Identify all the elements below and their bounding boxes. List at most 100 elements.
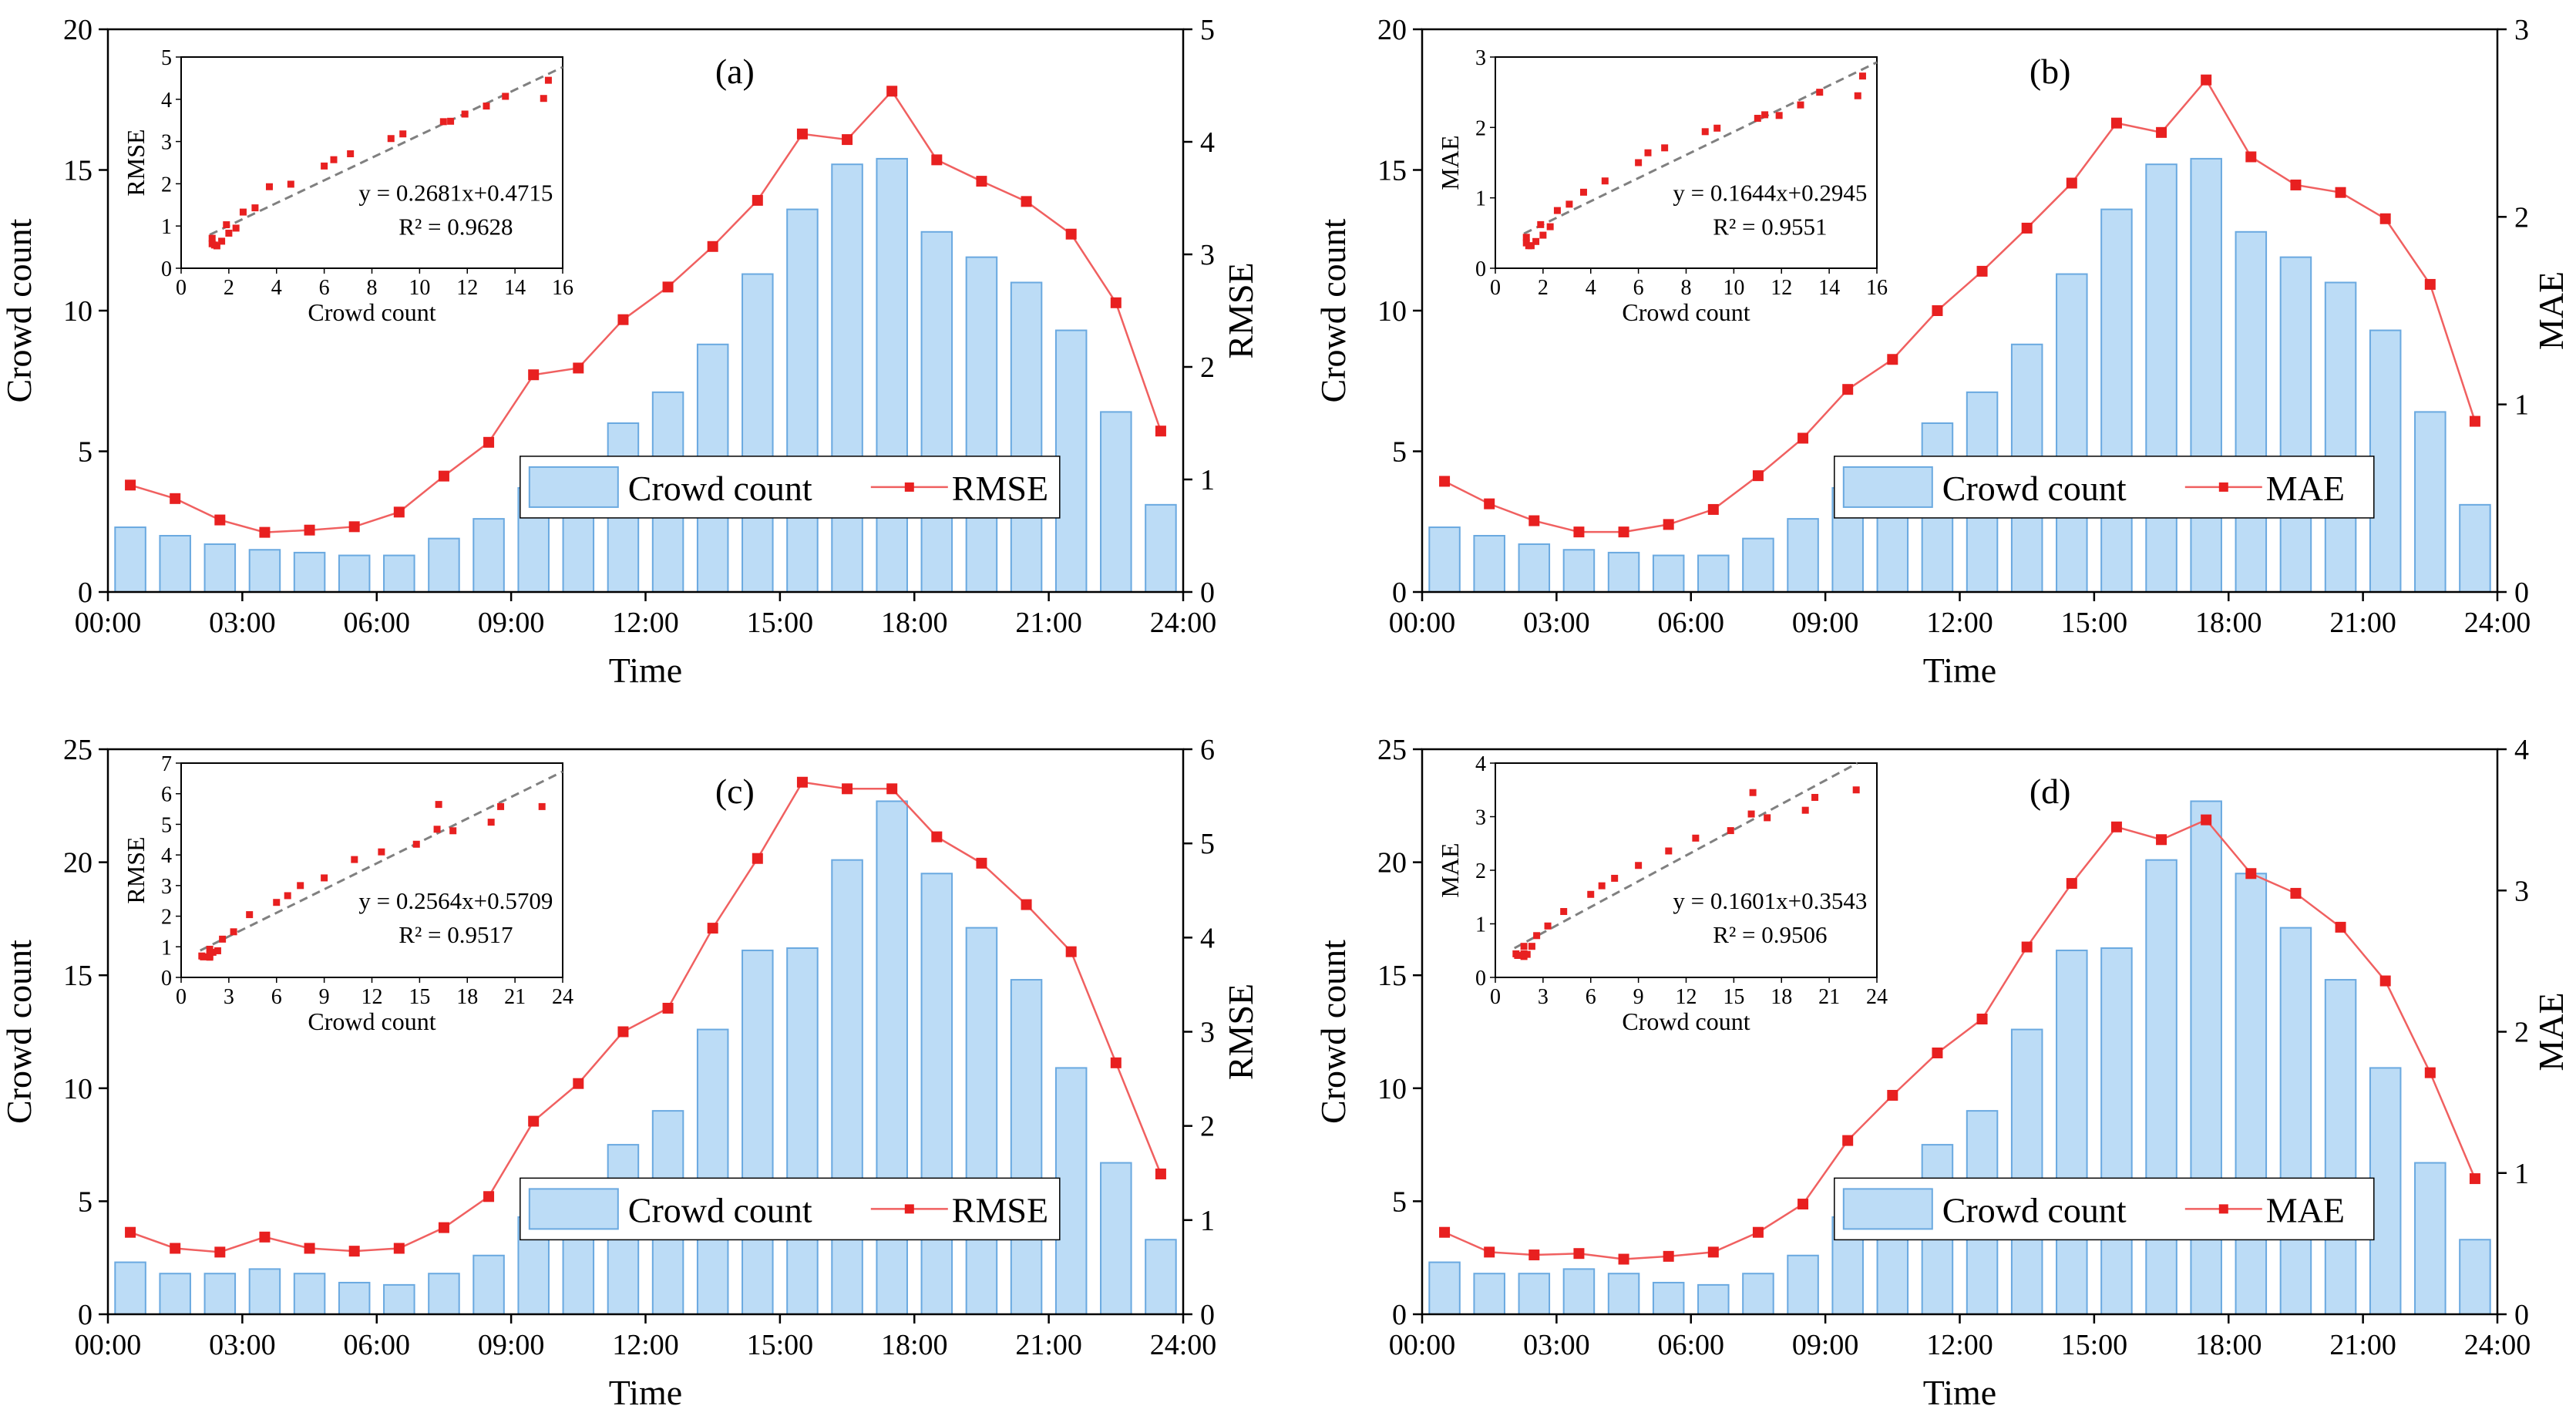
y2-tick-label: 1 <box>1200 1205 1215 1237</box>
scatter-point <box>273 899 281 906</box>
inset-x-tick-label: 8 <box>367 276 378 300</box>
scatter-point <box>378 848 385 856</box>
scatter-point <box>1532 237 1540 245</box>
bar <box>1145 503 1177 593</box>
y-tick-label: 20 <box>1377 847 1407 880</box>
y-tick-label: 10 <box>1377 1073 1407 1105</box>
scatter-point <box>214 947 221 954</box>
x-axis-title: Time <box>1923 651 1996 690</box>
bar <box>159 1273 191 1315</box>
line-marker <box>573 362 584 374</box>
legend-line-label: RMSE <box>952 1190 1048 1229</box>
scatter-point <box>1587 890 1595 898</box>
line-marker <box>125 1226 136 1238</box>
line-series <box>129 781 1162 1253</box>
inset-x-tick-label: 24 <box>552 985 573 1009</box>
line-marker <box>842 783 853 795</box>
bar <box>1428 526 1461 593</box>
line-marker <box>2066 878 2077 890</box>
x-tick-label: 12:00 <box>612 607 679 639</box>
line-marker <box>931 831 943 843</box>
line-marker <box>214 514 226 526</box>
line-marker <box>2290 887 2302 899</box>
y-tick-label: 0 <box>78 1299 92 1331</box>
scatter-point <box>387 135 395 143</box>
bar <box>1697 1283 1730 1316</box>
x-tick-label: 09:00 <box>1792 1329 1859 1361</box>
scatter-point <box>347 150 355 157</box>
legend-bar-swatch <box>1842 466 1933 508</box>
inset-x-tick-label: 0 <box>1490 985 1501 1009</box>
inset-x-tick-label: 9 <box>319 985 330 1009</box>
inset-x-tick-label: 21 <box>504 985 526 1009</box>
line-marker <box>573 1078 584 1089</box>
x-tick-label: 03:00 <box>1523 1329 1590 1361</box>
line-marker <box>1842 384 1854 395</box>
scatter-point <box>1761 111 1769 119</box>
bar <box>2010 1028 2043 1315</box>
scatter-point <box>1701 128 1709 136</box>
scatter-point <box>1520 953 1528 960</box>
y-tick-label: 20 <box>1377 14 1407 46</box>
y-tick-label: 25 <box>1377 734 1407 766</box>
bar <box>2414 411 2447 594</box>
scatter-point <box>223 221 230 229</box>
inset-frame <box>180 56 563 269</box>
line-marker <box>662 1002 674 1014</box>
scatter-point <box>208 240 216 247</box>
line-marker <box>2110 821 2122 832</box>
inset-x-tick-label: 2 <box>1538 276 1549 300</box>
line-series <box>1444 78 2477 533</box>
scatter-point <box>1816 89 1824 96</box>
x-tick-label: 21:00 <box>2329 607 2396 639</box>
line-marker <box>2201 814 2212 826</box>
x-tick-label: 06:00 <box>1657 1329 1724 1361</box>
line-marker <box>1932 1047 1943 1058</box>
y2-tick-label: 2 <box>1200 1111 1215 1143</box>
line-marker <box>2201 74 2212 86</box>
line-marker <box>886 86 898 97</box>
fit-r-squared: R² = 0.9517 <box>399 921 513 948</box>
line-marker <box>976 857 987 869</box>
y2-tick-label: 0 <box>1200 1299 1215 1331</box>
y2-tick-label: 3 <box>2514 14 2529 46</box>
scatter-point <box>1512 950 1520 957</box>
line-marker <box>304 524 315 536</box>
bar <box>1473 535 1505 593</box>
scatter-point <box>1635 862 1643 869</box>
y2-tick-label: 1 <box>1200 464 1215 496</box>
bar <box>2459 1239 2491 1316</box>
y2-tick-label: 3 <box>1200 239 1215 271</box>
line-marker <box>976 176 987 187</box>
legend: Crowd count RMSE <box>520 456 1061 519</box>
line-marker <box>483 1191 495 1202</box>
line-marker <box>2110 117 2122 129</box>
scatter-point <box>1611 874 1619 882</box>
scatter-point <box>1598 882 1606 890</box>
y-tick-label: 10 <box>63 1073 92 1105</box>
scatter-point <box>225 230 233 237</box>
bar <box>1697 554 1730 593</box>
y2-tick-label: 6 <box>1200 734 1215 766</box>
scatter-point <box>321 874 328 882</box>
legend-marker-swatch <box>2218 482 2228 492</box>
bar <box>1428 1261 1461 1315</box>
line-marker <box>2379 213 2391 224</box>
line-marker <box>2245 151 2257 163</box>
scatter-point <box>265 183 273 190</box>
x-tick-label: 06:00 <box>343 607 410 639</box>
line-marker <box>752 853 763 864</box>
bar <box>2369 329 2402 593</box>
bar <box>293 551 326 594</box>
line-marker <box>662 281 674 293</box>
bar <box>1787 1254 1819 1315</box>
x-tick-label: 24:00 <box>1150 1329 1217 1361</box>
inset-x-tick-label: 16 <box>552 276 573 300</box>
y-tick-label: 0 <box>1392 1299 1407 1331</box>
line-marker <box>1573 1248 1585 1260</box>
x-tick-label: 18:00 <box>2195 1329 2262 1361</box>
inset-y-title: RMSE <box>122 129 150 196</box>
bar <box>338 1281 371 1316</box>
inset-y-tick-label: 1 <box>1475 187 1486 211</box>
